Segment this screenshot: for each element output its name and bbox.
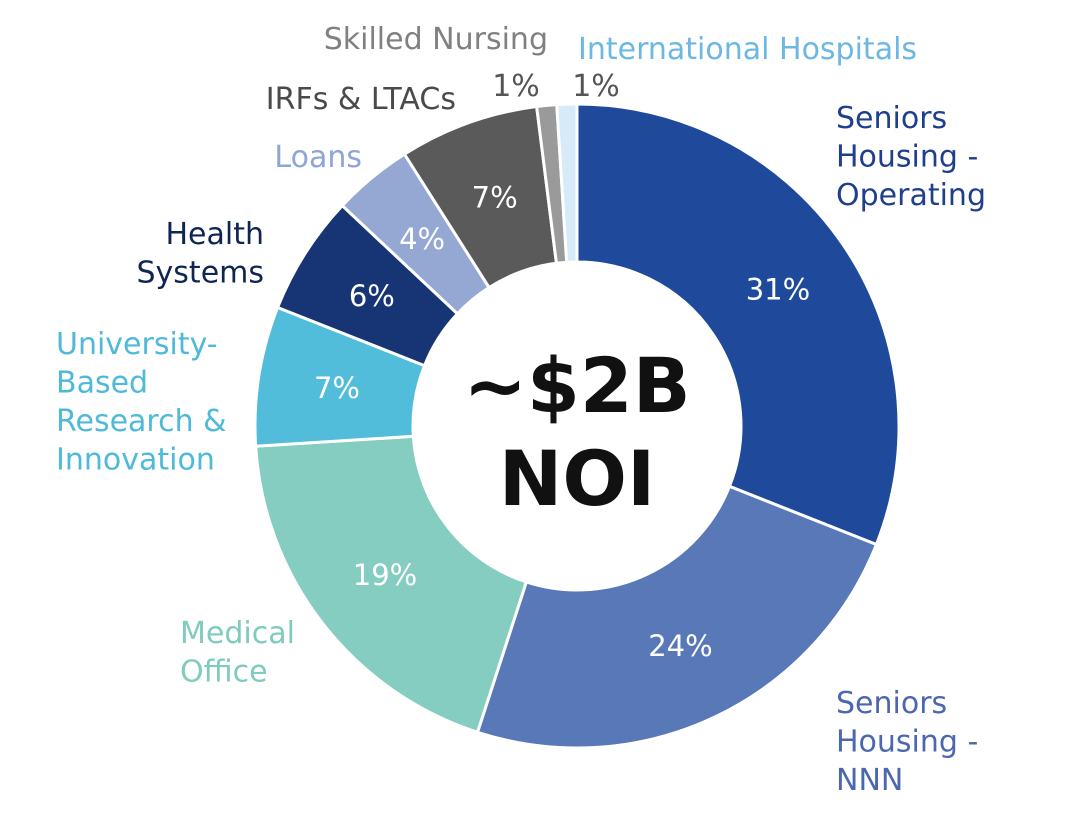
slice-seniors-housing-operating <box>575 102 901 547</box>
category-label-international-hospitals: International Hospitals <box>578 32 917 67</box>
center-label-line1: ~$2B <box>463 341 690 430</box>
category-label-line: Seniors <box>836 686 947 721</box>
category-label-line: Seniors <box>836 101 947 136</box>
category-label-seniors-housing-nnn: Seniors Housing -NNN <box>836 686 978 798</box>
slice-seniors-housing-nnn <box>475 484 879 750</box>
center-label-line2: NOI <box>499 434 656 523</box>
slice-medical-office <box>254 434 529 735</box>
category-label-line: Housing - <box>836 140 978 175</box>
category-label-line: IRFs & LTACs <box>266 82 456 117</box>
category-label-line: Systems <box>137 256 265 291</box>
value-label-health-systems: 6% <box>349 279 395 313</box>
category-label-line: NNN <box>836 763 903 798</box>
slice-international-hospitals <box>555 102 579 264</box>
value-label-irfs-ltacs: 7% <box>472 180 518 214</box>
value-label-seniors-housing-operating: 31% <box>746 272 810 306</box>
category-label-line: Based <box>56 366 148 401</box>
category-label-line: University- <box>56 327 218 362</box>
category-label-line: Medical <box>180 616 295 651</box>
outside-percent-labels: 1% 1% <box>492 69 620 104</box>
category-label-health-systems: Health Systems <box>137 217 265 291</box>
category-label-line: Office <box>180 655 268 690</box>
value-label-loans: 4% <box>399 222 445 256</box>
value-label-university-based-research-innovation: 7% <box>314 371 360 405</box>
category-label-line: Housing - <box>836 725 978 760</box>
category-label-skilled-nursing: Skilled Nursing <box>324 22 548 57</box>
value-label-medical-office: 19% <box>353 558 417 592</box>
value-label-seniors-housing-nnn: 24% <box>648 629 712 663</box>
category-label-line: Research & <box>56 404 227 439</box>
category-label-loans: Loans <box>274 140 362 175</box>
category-label-line: International Hospitals <box>578 32 917 67</box>
category-label-line: Innovation <box>56 443 215 478</box>
category-label-irfs-ltacs: IRFs & LTACs <box>266 82 456 117</box>
category-label-line: Operating <box>836 178 986 213</box>
category-label-line: Skilled Nursing <box>324 22 548 57</box>
category-label-seniors-housing-operating: Seniors Housing -Operating <box>836 101 986 213</box>
donut-slices <box>253 102 901 750</box>
category-label-line: Health <box>165 217 264 252</box>
value-label-international-hospitals: 1% <box>572 69 620 104</box>
category-label-line: Loans <box>274 140 362 175</box>
value-label-skilled-nursing: 1% <box>492 69 540 104</box>
percent-labels: 31% 24% 19% 7% 6%4% 7% <box>314 180 810 663</box>
category-label-university-based-research-innovation: University- Based Research & Innovation <box>56 327 227 478</box>
category-label-medical-office: Medical Office <box>180 616 295 690</box>
